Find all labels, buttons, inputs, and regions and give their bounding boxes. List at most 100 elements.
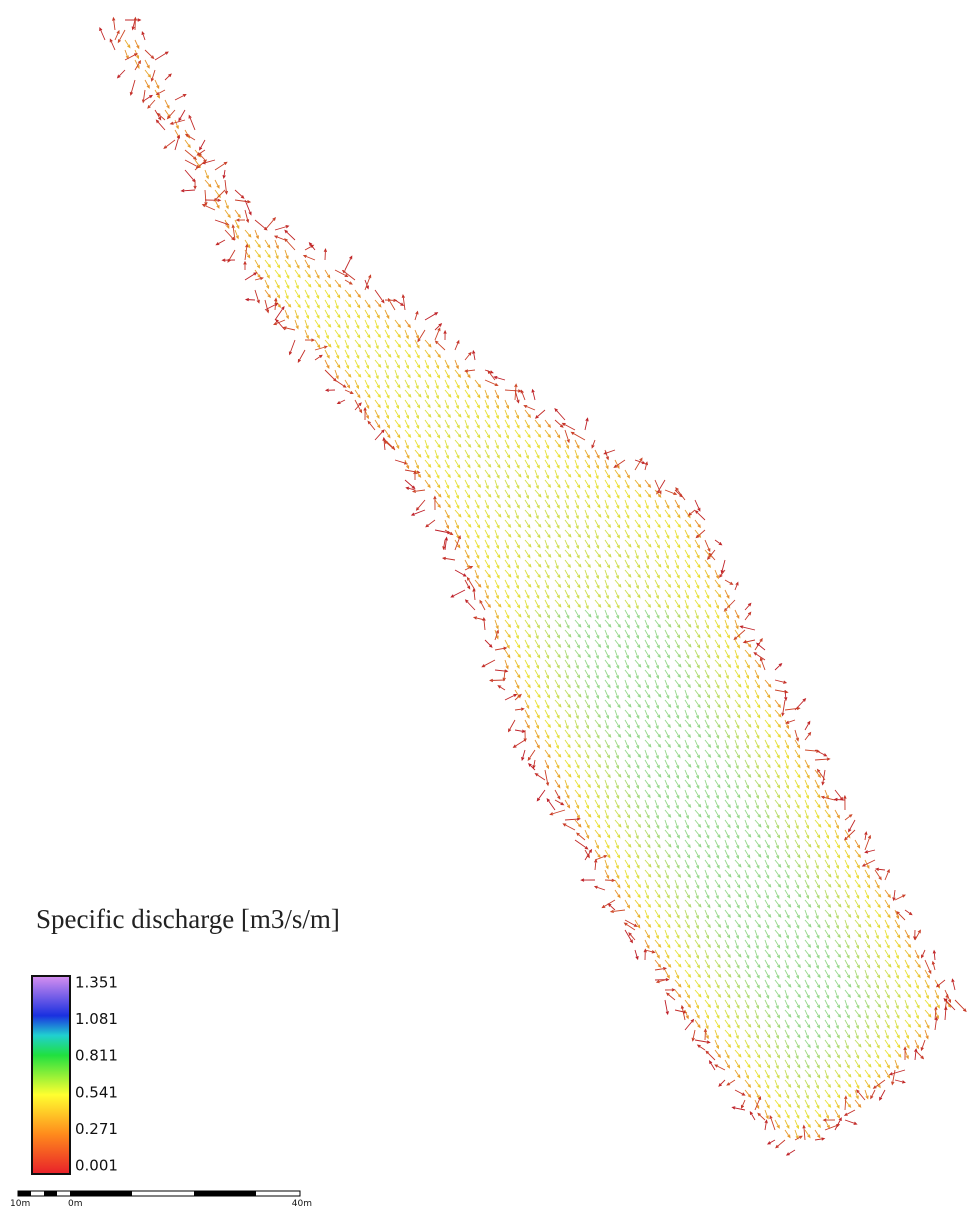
flow-vector — [814, 839, 820, 849]
flow-vector — [754, 1009, 759, 1020]
flow-vector — [604, 709, 610, 720]
flow-vector — [684, 539, 692, 548]
flow-vector — [472, 349, 476, 361]
flow-vector — [564, 739, 571, 749]
flow-vector — [514, 549, 521, 559]
flow-vector — [294, 299, 301, 309]
flow-vector — [524, 429, 531, 439]
flow-vector — [714, 989, 722, 998]
flow-vector — [504, 519, 512, 528]
flow-vector — [528, 763, 536, 771]
flow-vector — [584, 559, 591, 569]
flow-vector — [544, 699, 550, 710]
flow-vector — [544, 669, 550, 680]
flow-vector — [434, 349, 441, 359]
flow-vector — [864, 869, 870, 879]
flow-vector — [724, 899, 732, 908]
flow-vector — [514, 419, 520, 429]
flow-vector — [570, 431, 586, 441]
flow-vector — [634, 829, 639, 840]
flow-vector — [624, 689, 631, 699]
flow-vector — [594, 839, 600, 850]
flow-vector — [724, 969, 732, 978]
flow-vector — [824, 789, 829, 800]
flow-vector — [844, 1039, 849, 1050]
flow-vector — [784, 999, 790, 1010]
flow-vector — [834, 969, 841, 979]
flow-vector — [504, 693, 518, 701]
flow-vector — [854, 849, 862, 859]
flow-vector — [484, 549, 490, 560]
flow-vector — [708, 552, 716, 561]
flow-vector — [694, 829, 702, 838]
flow-vector — [794, 889, 802, 898]
flow-vector — [644, 759, 651, 769]
flow-vector — [634, 889, 641, 899]
flow-vector — [694, 729, 702, 738]
flow-vector — [554, 519, 560, 530]
flow-vector — [744, 759, 750, 770]
flow-vector — [554, 619, 562, 628]
flow-vector — [414, 409, 420, 420]
flow-vector — [854, 999, 860, 1010]
flow-vector — [184, 149, 198, 161]
flow-vector — [734, 899, 740, 909]
flow-vector — [814, 889, 820, 900]
flow-vector — [434, 429, 441, 439]
flow-vector — [433, 495, 437, 511]
flow-vector — [387, 297, 396, 311]
flow-vector — [474, 389, 481, 399]
flow-vector — [534, 669, 540, 679]
flow-vector — [484, 459, 492, 468]
flow-vector — [604, 719, 609, 730]
flow-vector — [674, 969, 680, 980]
flow-vector — [764, 899, 771, 909]
flow-vector — [654, 759, 660, 769]
flow-vector — [824, 1123, 841, 1131]
flow-vector — [604, 489, 611, 499]
flow-vector — [904, 999, 909, 1010]
flow-vector — [764, 919, 770, 930]
flow-vector — [794, 849, 801, 859]
flow-vector — [744, 939, 751, 949]
flow-vector — [504, 539, 509, 550]
flow-vector — [554, 739, 559, 750]
flow-vector — [734, 909, 742, 918]
flow-vector — [634, 799, 640, 810]
flow-vector — [884, 969, 891, 979]
flow-vector — [644, 859, 652, 868]
flow-vector — [474, 459, 481, 469]
flow-vector — [744, 929, 750, 939]
flow-vector — [527, 749, 536, 762]
flow-vector — [814, 829, 821, 839]
flow-vector — [784, 869, 790, 880]
flow-vector — [284, 259, 292, 268]
flow-vector — [614, 739, 620, 750]
flow-vector — [514, 509, 519, 520]
flow-vector — [714, 799, 720, 810]
flow-vector — [634, 709, 640, 720]
flow-vector — [125, 18, 142, 22]
flow-vector — [724, 689, 731, 699]
flow-vector — [514, 383, 518, 401]
flow-vector — [744, 849, 751, 859]
flow-vector — [784, 909, 790, 919]
flow-vector — [464, 565, 474, 571]
flow-vector — [754, 839, 761, 849]
flow-vector — [843, 794, 847, 811]
flow-vector — [634, 809, 642, 818]
flow-vector — [705, 1050, 716, 1061]
flow-vector — [464, 439, 472, 448]
flow-vector — [724, 889, 731, 899]
flow-vector — [714, 949, 721, 959]
flow-vector — [584, 719, 590, 730]
flow-vector — [774, 799, 782, 808]
flow-vector — [624, 759, 631, 769]
flow-vector — [624, 579, 632, 588]
flow-vector — [514, 579, 520, 590]
flow-vector — [734, 1049, 742, 1058]
flow-vector — [714, 1049, 722, 1059]
flow-vector — [854, 859, 860, 869]
flow-vector — [724, 869, 732, 878]
flow-vector — [184, 133, 196, 141]
